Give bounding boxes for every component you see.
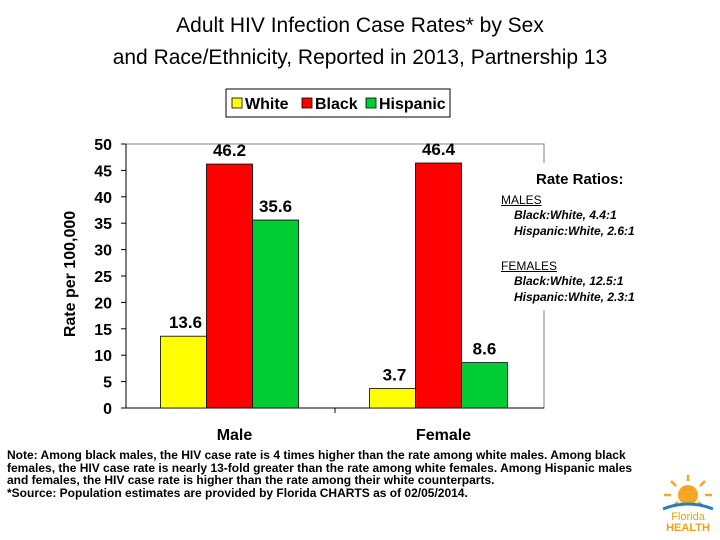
legend-label-hispanic: Hispanic <box>379 96 446 113</box>
bar-white-female <box>369 388 416 409</box>
legend-swatch-hispanic <box>365 97 377 109</box>
males-hispanic-ratio: Hispanic:White, 2.6:1 <box>514 224 635 238</box>
y-tick-label: 10 <box>94 348 112 365</box>
y-tick-label: 35 <box>94 216 112 233</box>
y-tick-label: 40 <box>94 190 112 207</box>
chart-title-line1: Adult HIV Infection Case Rates* by Sex <box>176 14 544 37</box>
data-label: 46.2 <box>213 141 246 160</box>
chart-title-line2: and Race/Ethnicity, Reported in 2013, Pa… <box>112 46 608 69</box>
logo-text-health: HEALTH <box>666 522 710 533</box>
y-tick-label: 30 <box>94 243 112 260</box>
footnote-source: *Source: Population estimates are provid… <box>7 485 468 500</box>
data-label: 8.6 <box>473 340 497 359</box>
x-category-label: Male <box>217 427 253 444</box>
y-tick-label: 20 <box>94 295 112 312</box>
bar-black-female <box>415 162 462 409</box>
legend-swatch-black <box>301 97 313 109</box>
males-black-ratio: Black:White, 4.4:1 <box>514 208 617 222</box>
data-label: 46.4 <box>422 140 456 159</box>
y-tick-label: 45 <box>94 163 112 180</box>
bar-white-male <box>160 335 207 409</box>
legend-label-white: White <box>245 96 289 113</box>
florida-health-logo: Florida HEALTH <box>662 475 714 533</box>
bar-hispanic-female <box>461 362 508 409</box>
data-label: 13.6 <box>169 313 202 332</box>
data-label: 3.7 <box>383 365 407 384</box>
rate-ratio-heading: Rate Ratios: <box>536 171 624 188</box>
females-hispanic-ratio: Hispanic:White, 2.3:1 <box>514 290 635 304</box>
y-tick-label: 50 <box>94 137 112 154</box>
males-ratio-label: MALES <box>501 193 542 207</box>
bar-black-male <box>206 163 253 409</box>
x-category-label: Female <box>416 427 471 444</box>
y-tick-label: 15 <box>94 322 112 339</box>
footnote: Note: Among black males, the HIV case ra… <box>7 449 652 499</box>
bar-hispanic-male <box>252 219 299 409</box>
legend-box <box>225 88 451 118</box>
footnote-note: Note: Among black males, the HIV case ra… <box>7 448 633 487</box>
females-ratio-label: FEMALES <box>501 259 558 273</box>
sun-icon <box>662 475 714 511</box>
y-tick-label: 0 <box>103 401 112 418</box>
data-label: 35.6 <box>259 197 292 216</box>
legend-label-black: Black <box>315 96 358 113</box>
rate-ratio-panel <box>497 163 647 310</box>
logo-text-florida: Florida <box>671 511 706 523</box>
legend-swatch-white <box>231 97 243 109</box>
y-axis-title: Rate per 100,000 <box>62 211 79 337</box>
females-black-ratio: Black:White, 12.5:1 <box>514 274 624 288</box>
y-tick-label: 25 <box>94 269 112 286</box>
y-tick-label: 5 <box>103 375 112 392</box>
